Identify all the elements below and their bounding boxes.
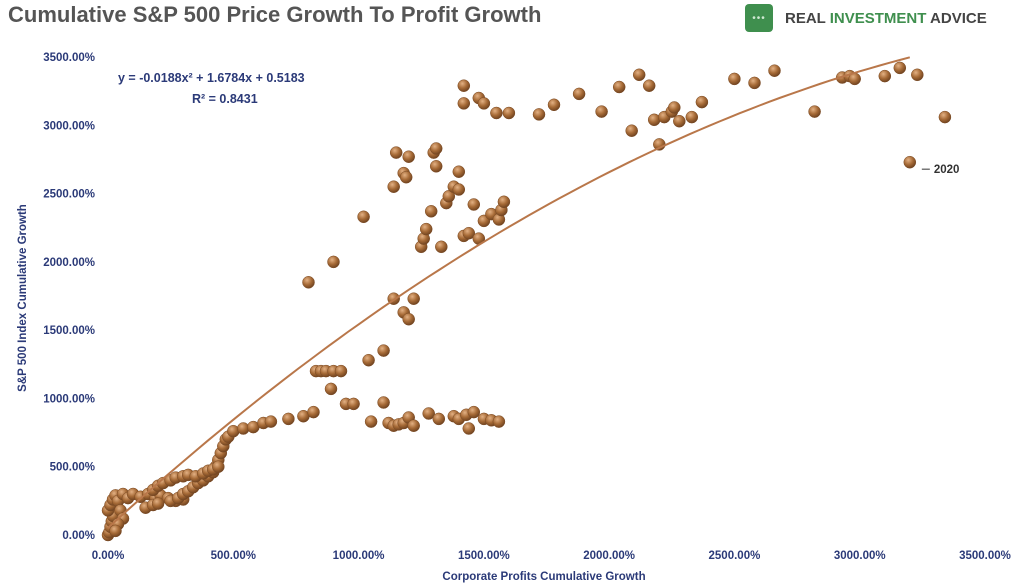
data-point [422,407,435,420]
data-point [748,76,761,90]
y-tick-label: 3000.00% [43,120,95,132]
trendline-r-squared: R² = 0.8431 [192,92,258,106]
data-point [878,69,892,83]
trendline [107,56,911,529]
data-point [572,87,586,101]
x-tick-label: 1000.00% [333,550,385,562]
x-tick-label: 1500.00% [458,550,510,562]
data-point [695,95,709,109]
data-point [462,226,476,240]
x-tick-label: 500.00% [211,550,256,562]
data-point [490,106,503,120]
brand-name-part2: INVESTMENT [829,9,927,27]
data-point [387,180,400,193]
data-point [452,183,466,196]
data-point [377,396,390,409]
data-point [632,68,646,82]
y-tick-label: 1000.00% [43,393,95,405]
data-point [457,97,471,110]
data-point [377,344,390,357]
data-point [334,364,348,378]
data-point [435,240,448,254]
data-point [893,61,907,75]
y-axis-tick-labels: 0.00% 500.00% 1000.00% 1500.00% 2000.00% 2500… [43,52,95,542]
data-point [424,205,438,218]
data-point [808,105,821,118]
data-point [502,106,516,120]
data-point [347,397,360,411]
data-point [327,255,340,269]
data-point [109,524,122,538]
y-tick-label: 3500.00% [43,52,95,64]
data-point [612,80,626,94]
data-point [903,155,917,169]
data-point [673,114,686,128]
data-point [429,142,443,155]
brand-logo-icon [745,4,773,32]
data-point [151,497,165,510]
data-point [625,124,638,137]
data-point [429,160,443,173]
data-point [492,415,506,428]
data-point [357,210,370,224]
brand-name-part1: REAL [785,9,830,27]
x-tick-label: 2500.00% [709,550,761,562]
data-point [462,422,476,435]
data-point [364,415,378,428]
data-point [938,110,952,124]
y-tick-label: 0.00% [62,530,95,542]
brand-name-part3: ADVICE [926,9,987,27]
data-point [685,110,699,124]
data-point [362,353,375,367]
y-tick-label: 500.00% [50,462,95,474]
data-point [457,79,471,92]
data-point [768,64,781,77]
data-point [419,222,433,236]
data-point [282,412,295,426]
y-tick-label: 1500.00% [43,325,95,337]
data-point [497,195,511,209]
data-point [402,150,415,163]
data-point [264,415,278,428]
data-point [467,198,481,211]
brand-logo-block: REAL INVESTMENT ADVICE [745,4,987,32]
chart-title: Cumulative S&P 500 Price Growth To Profi… [8,2,542,27]
data-point [302,276,315,289]
annotation-2020-label: 2020 [934,164,960,176]
data-point [595,105,608,118]
data-point [432,412,446,426]
x-tick-label: 3000.00% [834,550,886,562]
data-point [307,405,320,419]
data-point [668,101,681,114]
data-point [212,460,225,473]
y-axis-title: S&P 500 Index Cumulative Growth [17,204,29,392]
data-point [477,97,491,110]
y-tick-label: 2500.00% [43,189,95,201]
scatter-markers [101,61,952,542]
x-tick-label: 2000.00% [583,550,635,562]
data-point [407,419,420,432]
data-point [407,292,420,305]
x-tick-label: 0.00% [92,550,125,562]
data-point [452,165,466,178]
data-point [547,98,561,112]
x-axis-title: Corporate Profits Cumulative Growth [442,571,645,583]
data-point [402,312,415,326]
data-point [467,405,481,419]
data-point [642,79,656,92]
data-point [728,72,741,86]
data-point [911,68,924,82]
trendline-equation: y = -0.0188x² + 1.6784x + 0.5183 [118,71,305,85]
data-point [324,382,338,396]
x-axis-tick-labels: 0.00% 500.00% 1000.00% 1500.00% 2000.00% 2500… [92,550,1011,562]
data-point [532,108,546,121]
y-tick-label: 2000.00% [43,257,95,269]
brand-name: REAL INVESTMENT ADVICE [785,10,987,27]
x-tick-label: 3500.00% [959,550,1011,562]
data-point [389,146,403,159]
data-point [399,170,413,184]
